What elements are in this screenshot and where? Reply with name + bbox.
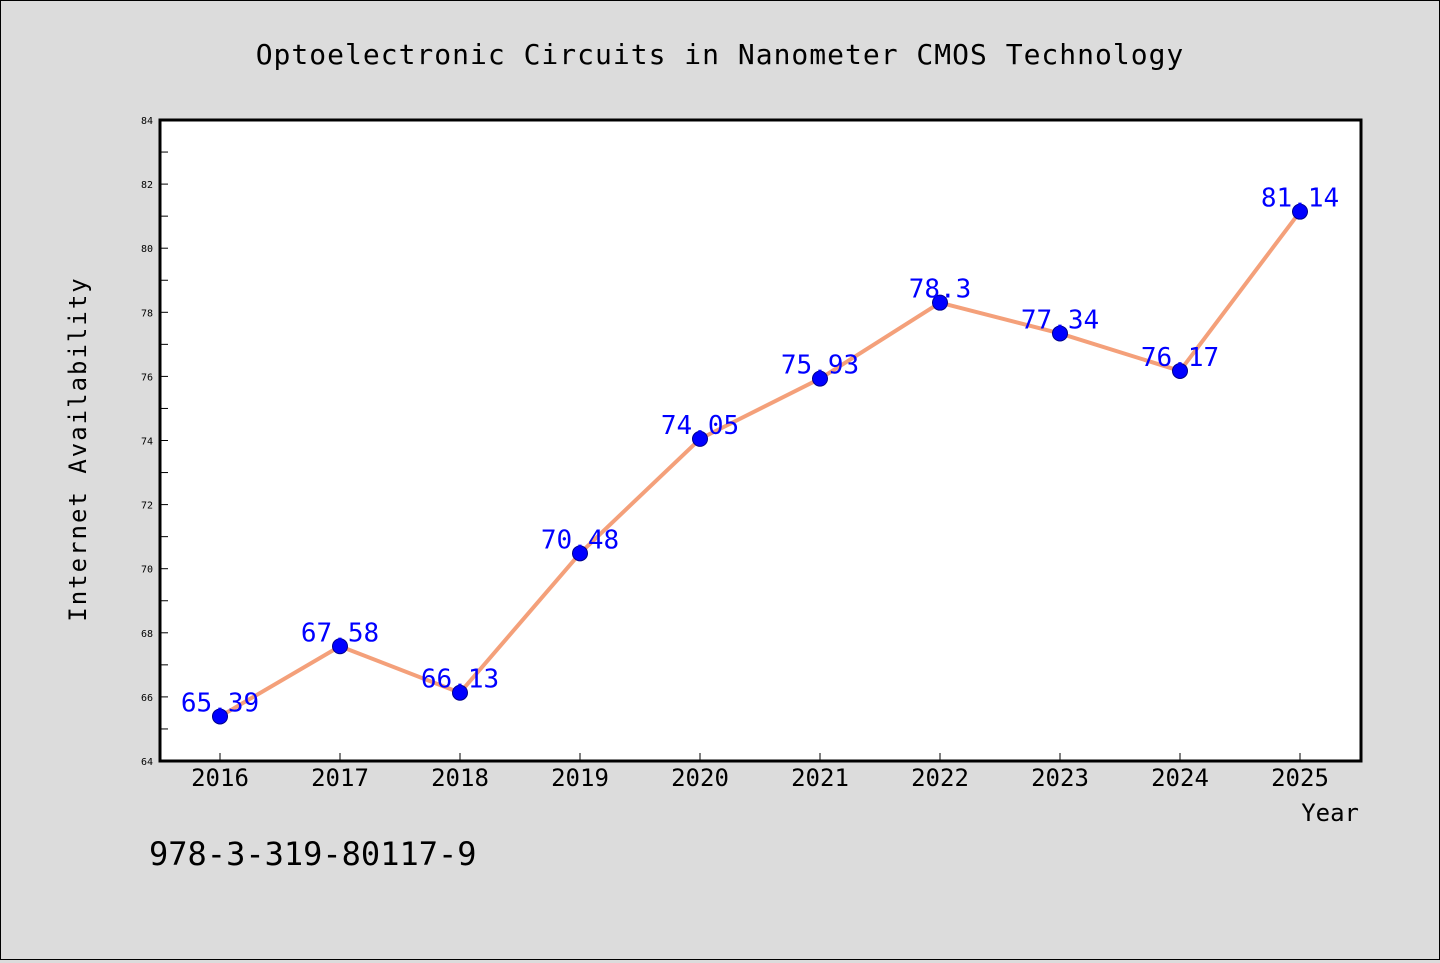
data-label: 81.14 (1261, 184, 1339, 214)
x-tick-label: 2016 (191, 764, 249, 792)
data-label: 65.39 (181, 688, 259, 718)
data-label: 66.13 (421, 665, 499, 695)
y-tick-label: 78 (141, 308, 153, 319)
data-label: 70.48 (541, 525, 619, 555)
chart-title: Optoelectronic Circuits in Nanometer CMO… (256, 38, 1185, 71)
data-label: 75.93 (781, 351, 859, 381)
y-tick-label: 68 (141, 629, 153, 640)
data-labels: 65.39 67.58 66.13 70.48 74.05 75.93 78.3 77.34 7… (181, 184, 1339, 719)
data-point (812, 370, 828, 387)
y-tick-label: 70 (141, 565, 153, 576)
x-tick-label: 2025 (1271, 764, 1329, 792)
data-point (1052, 325, 1068, 342)
y-tick-label: 64 (141, 757, 153, 768)
y-axis-label: Internet Availability (64, 276, 92, 621)
data-label: 67.58 (301, 618, 379, 648)
x-tick-label: 2017 (311, 764, 369, 792)
y-tick-label: 82 (141, 180, 153, 191)
x-tick-label: 2020 (671, 764, 729, 792)
plot-area (158, 118, 1363, 763)
x-tick-label: 2021 (791, 764, 849, 792)
y-axis: 64 66 68 70 72 74 76 78 80 82 84 (141, 116, 168, 768)
x-tick-label: 2024 (1151, 764, 1209, 792)
y-tick-label: 80 (141, 244, 153, 255)
y-tick-label: 84 (141, 116, 153, 127)
x-tick-label: 2019 (551, 764, 609, 792)
x-tick-label: 2022 (911, 764, 969, 792)
series-markers (212, 203, 1308, 725)
data-point (932, 294, 948, 311)
y-tick-label: 72 (141, 501, 153, 512)
isbn-text: 978-3-319-80117-9 (149, 835, 477, 873)
series-line (218, 209, 1302, 719)
data-label: 77.34 (1021, 305, 1099, 335)
data-label: 76.17 (1141, 343, 1219, 373)
x-tick-label: 2023 (1031, 764, 1089, 792)
data-point (212, 708, 228, 725)
data-point (692, 430, 708, 447)
y-tick-label: 74 (141, 437, 153, 448)
y-tick-label: 76 (141, 372, 153, 383)
x-axis-label: Year (1301, 799, 1359, 827)
data-point (572, 545, 588, 562)
data-point (452, 684, 468, 701)
data-label: 74.05 (661, 411, 739, 441)
data-point (332, 638, 348, 655)
x-axis: 2016 2017 2018 2019 2020 2021 2022 2023 2024 2025 (191, 753, 1329, 792)
data-label: 78.3 (909, 275, 972, 305)
data-point (1292, 203, 1308, 220)
data-point (1172, 362, 1188, 379)
x-tick-label: 2018 (431, 764, 489, 792)
y-tick-label: 66 (141, 693, 153, 704)
